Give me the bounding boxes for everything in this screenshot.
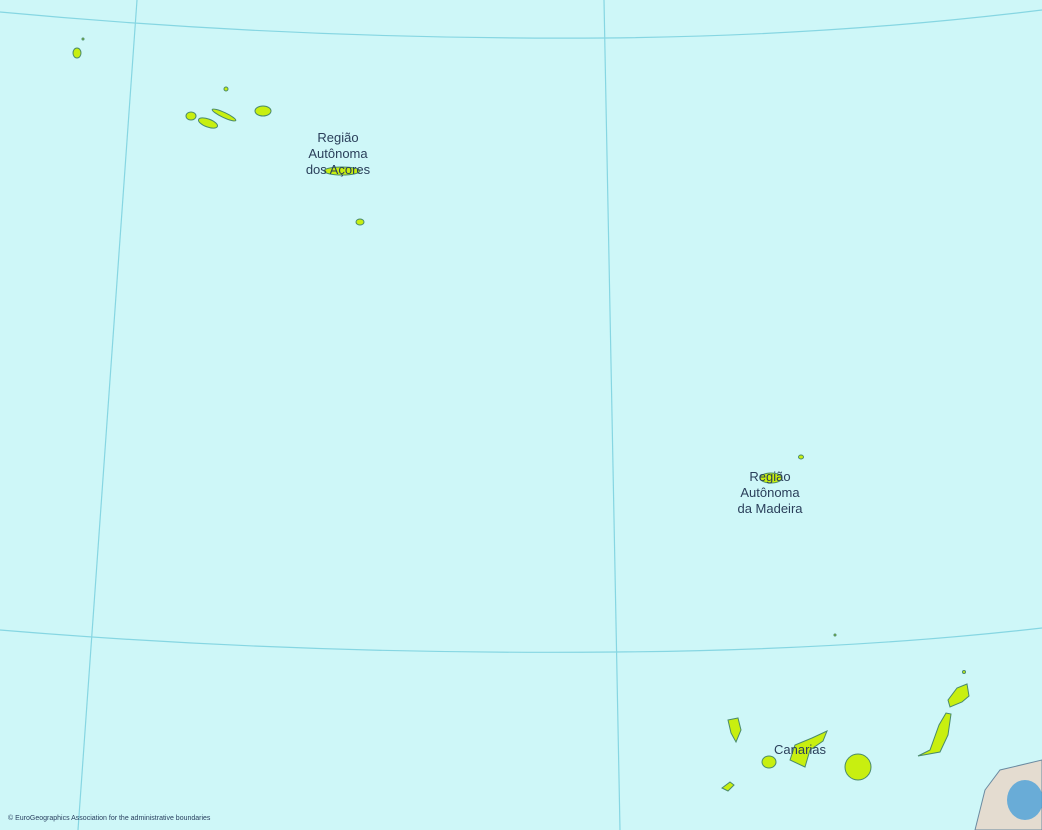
mainland-relief	[1007, 780, 1042, 820]
copyright-credit: © EuroGeographics Association for the ad…	[8, 815, 211, 822]
graticule-parallel-south	[0, 627, 1042, 653]
lanzarote	[947, 683, 970, 708]
tenerife	[789, 730, 828, 768]
fuerteventura	[917, 712, 952, 757]
graticule-parallel-north	[0, 9, 1042, 39]
graticule-meridian-east	[603, 0, 621, 830]
el-hierro	[721, 781, 735, 792]
la-gomera	[761, 755, 777, 769]
label-madeira: Região Autônoma da Madeira	[737, 469, 803, 516]
label-canarias: Canarias	[773, 742, 827, 757]
label-azores: Região Autônoma dos Açores	[305, 130, 371, 177]
canary-islands	[721, 670, 970, 792]
madeira-islands	[759, 454, 837, 637]
gran-canaria	[844, 753, 872, 781]
la-palma	[727, 717, 742, 744]
graticule-meridian-west	[77, 0, 138, 830]
azores-islands	[72, 37, 365, 226]
